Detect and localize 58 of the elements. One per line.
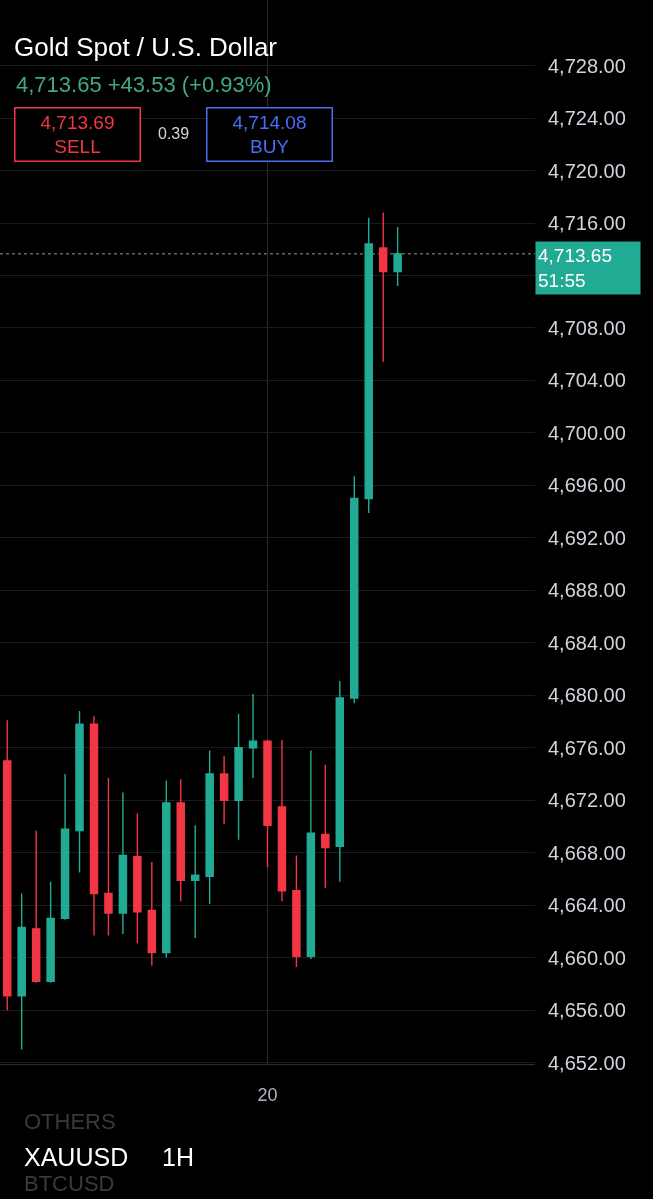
text: XAUUSD bbox=[24, 1143, 129, 1171]
y-tick-label: 4,720.00 bbox=[548, 159, 626, 182]
y-tick-label: 4,684.00 bbox=[548, 631, 626, 654]
candlestick bbox=[60, 773, 70, 921]
candlestick bbox=[2, 719, 12, 1011]
text: BTCUSD bbox=[24, 1171, 115, 1196]
candlestick bbox=[162, 779, 171, 959]
y-tick-label: 4,704.00 bbox=[548, 369, 626, 392]
text: OTHERS bbox=[24, 1109, 116, 1134]
y-tick-label: 4,664.00 bbox=[548, 894, 626, 917]
y-tick-label: 4,676.00 bbox=[548, 736, 626, 759]
text: Gold Spot / U.S. Dollar bbox=[14, 32, 278, 63]
candlestick bbox=[364, 217, 373, 514]
y-tick-label: 4,660.00 bbox=[548, 946, 626, 969]
candlestick bbox=[335, 680, 345, 883]
annotation: 4,714.08 BUY bbox=[232, 111, 307, 158]
text: 4,713.65 +43.53 (+0.93%) bbox=[16, 72, 272, 97]
candlestick bbox=[378, 211, 388, 363]
y-tick-label: 4,696.00 bbox=[548, 474, 626, 497]
candlestick bbox=[89, 715, 99, 937]
y-tick-label: 4,692.00 bbox=[548, 526, 626, 549]
y-tick-label: 4,728.00 bbox=[548, 54, 626, 77]
candlestick bbox=[31, 829, 41, 984]
y-tick-label: 4,680.00 bbox=[548, 684, 626, 707]
candlestick bbox=[104, 777, 113, 937]
candlestick bbox=[190, 824, 200, 939]
x-tick-label: 20 bbox=[257, 1084, 278, 1105]
candlestick bbox=[147, 861, 157, 967]
y-tick-label: 4,724.00 bbox=[548, 107, 626, 130]
y-tick-label: 4,688.00 bbox=[548, 579, 626, 602]
annotation: 4,713.69 SELL bbox=[40, 111, 115, 158]
candlestick bbox=[75, 710, 84, 874]
candlestick bbox=[17, 892, 26, 1051]
y-tick-label: 4,716.00 bbox=[548, 212, 626, 235]
annotation: 0.39 bbox=[158, 125, 190, 142]
candlestick bbox=[133, 812, 142, 944]
candlestick bbox=[176, 778, 185, 903]
candlestick bbox=[292, 854, 301, 968]
y-tick-label: 4,672.00 bbox=[548, 789, 626, 812]
y-tick-label: 4,656.00 bbox=[548, 999, 626, 1022]
candlestick bbox=[219, 754, 229, 825]
candlestick bbox=[277, 739, 287, 903]
y-tick-label: 4,652.00 bbox=[548, 1051, 626, 1074]
candlestick bbox=[118, 791, 128, 935]
candlestick bbox=[46, 880, 55, 984]
y-tick-label: 4,708.00 bbox=[548, 316, 626, 339]
candlestick bbox=[205, 749, 214, 905]
candlestick bbox=[263, 739, 272, 868]
ref-line-label: 4,713.65 51:55 bbox=[538, 245, 612, 291]
candlestick bbox=[350, 475, 359, 704]
y-tick-label: 4,700.00 bbox=[548, 421, 626, 444]
candlestick bbox=[321, 764, 330, 889]
candlestick bbox=[306, 749, 316, 960]
candlestick bbox=[248, 693, 258, 779]
candlestick bbox=[393, 226, 402, 287]
candlestick bbox=[234, 713, 243, 841]
y-tick-label: 4,668.00 bbox=[548, 841, 626, 864]
text: 1H bbox=[162, 1143, 194, 1171]
